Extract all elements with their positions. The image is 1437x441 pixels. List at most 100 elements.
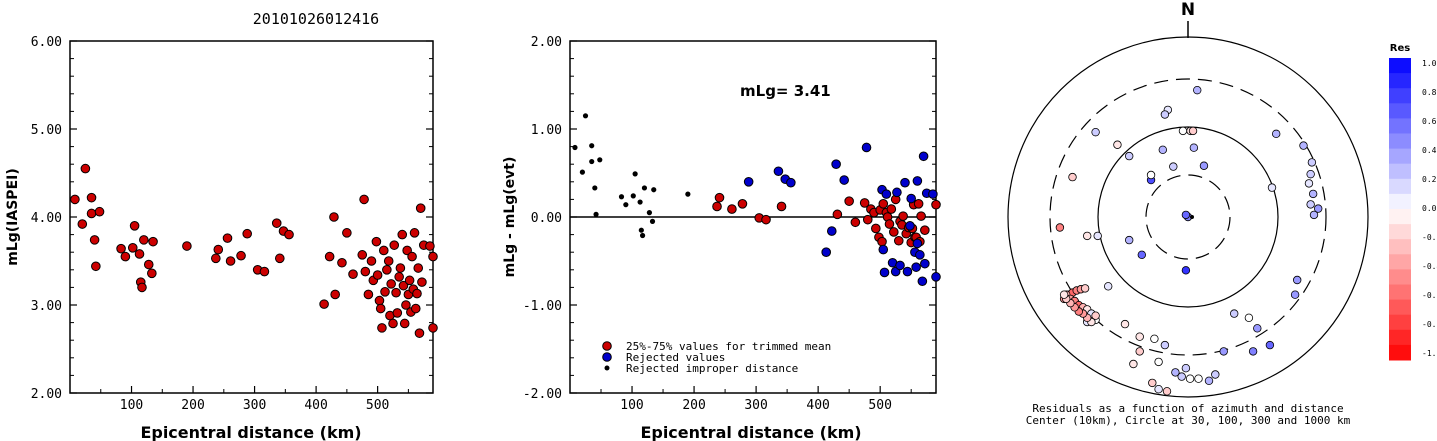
data-point (225, 256, 236, 266)
colorbar-tick-label: 1.0 (1422, 59, 1437, 68)
station-marker (1177, 372, 1186, 381)
station-marker (1185, 374, 1195, 383)
station-marker (1091, 127, 1100, 137)
station-marker (1150, 334, 1159, 343)
colorbar-tick-label: -0.6 (1422, 291, 1437, 300)
data-point (363, 289, 374, 300)
x-tick-label: 100 (620, 398, 643, 413)
data-point-rejected-distance (685, 191, 691, 197)
data-point (391, 287, 401, 298)
data-point-rejected (743, 177, 754, 187)
station-marker (1178, 126, 1188, 136)
colorbar-segment (1389, 148, 1411, 165)
station-marker (1248, 347, 1258, 356)
colorbar-segment (1389, 299, 1411, 316)
colorbar: 1.0 0.8 0.6 0.4 0.2 0.0 -0.2 -0.4 -0.6 -0.8 -1.0 (1389, 58, 1437, 361)
data-point (324, 251, 335, 262)
colorbar-segment (1389, 133, 1411, 150)
data-point-rejected (900, 177, 910, 188)
data-point (401, 300, 411, 310)
data-point (850, 217, 861, 228)
data-point (398, 280, 409, 291)
data-point (884, 219, 895, 229)
data-point (409, 228, 420, 238)
data-point (397, 229, 408, 240)
station-marker (1146, 170, 1156, 180)
data-point-rejected (879, 267, 890, 278)
station-marker (1154, 357, 1163, 367)
data-point (371, 236, 382, 247)
station-marker (1082, 231, 1092, 241)
station-marker (1313, 204, 1323, 213)
data-point-rejected (773, 166, 784, 177)
data-point-rejected-distance (623, 202, 629, 208)
colorbar-segment (1389, 224, 1411, 240)
data-point (284, 229, 294, 240)
data-point (425, 241, 435, 251)
station-marker (1135, 347, 1144, 356)
data-point-rejected-distance (651, 187, 657, 193)
station-marker (1199, 161, 1209, 170)
data-point (222, 233, 233, 243)
azimuth-residual-plot: N Residuals as a function of azimuth and… (1007, 0, 1437, 427)
station-marker (1120, 319, 1130, 329)
data-point (147, 268, 157, 279)
colorbar-title: Res (1390, 43, 1410, 54)
distance-magnitude-chart: 100 200 300 400 500 2.00 3.00 4.00 5.00 6.00 Epic… (5, 35, 438, 441)
station-marker (1091, 311, 1100, 320)
data-point (127, 243, 138, 253)
station-marker (1137, 250, 1146, 259)
station-marker (1306, 200, 1315, 209)
data-point (329, 212, 339, 222)
station-marker (1181, 210, 1191, 220)
colorbar-tick-label: -1.0 (1422, 349, 1437, 358)
data-point-rejected (839, 175, 849, 185)
data-point-rejected-distance (582, 113, 589, 119)
data-point (388, 318, 398, 329)
data-point (844, 196, 854, 206)
data-point-rejected-distance (618, 194, 625, 200)
station-marker (1188, 126, 1198, 136)
station-marker (1229, 309, 1239, 318)
y-tick-label: 4.00 (31, 211, 62, 226)
data-point-rejected (911, 262, 921, 272)
data-point-rejected-distance (638, 227, 644, 233)
data-point (727, 204, 737, 214)
station-marker (1160, 340, 1170, 350)
data-point-rejected-distance (641, 185, 648, 191)
north-label: N (1181, 0, 1195, 20)
data-point-rejected (821, 247, 832, 257)
data-point (374, 295, 385, 306)
colorbar-segment (1389, 209, 1411, 225)
legend-label: Rejected values (626, 351, 725, 364)
data-point-rejected (878, 244, 889, 255)
colorbar-segment (1389, 254, 1411, 270)
legend: 25%-75% values for trimmed meanRejected … (602, 340, 831, 375)
data-point (242, 228, 252, 239)
x-tick-label: 100 (120, 398, 143, 413)
station-marker (1193, 85, 1202, 95)
x-tick-label: 300 (243, 398, 266, 413)
data-point (712, 201, 722, 212)
colorbar-tick-label: 0.2 (1422, 175, 1437, 184)
data-point-rejected-distance (632, 171, 638, 177)
data-point (898, 211, 908, 221)
magnitude-annotation: mLg= 3.41 (740, 82, 831, 100)
station-marker (1055, 223, 1065, 232)
data-point (428, 323, 438, 333)
station-marker (1103, 282, 1113, 291)
plot-frame (69, 40, 434, 394)
colorbar-tick-label: 0.4 (1422, 146, 1437, 155)
data-point (213, 244, 224, 255)
outer-circle (1007, 36, 1369, 398)
data-point (380, 287, 390, 297)
circle-30km (1145, 174, 1231, 260)
data-point-rejected-distance (589, 143, 595, 149)
polar-caption: Center (10km), Circle at 30, 100, 300 an… (1026, 414, 1351, 427)
data-point (889, 227, 899, 237)
station-marker (1204, 376, 1214, 385)
x-tick-label: 400 (806, 398, 829, 413)
data-point-rejected-distance (589, 158, 595, 165)
station-marker (1271, 129, 1281, 139)
